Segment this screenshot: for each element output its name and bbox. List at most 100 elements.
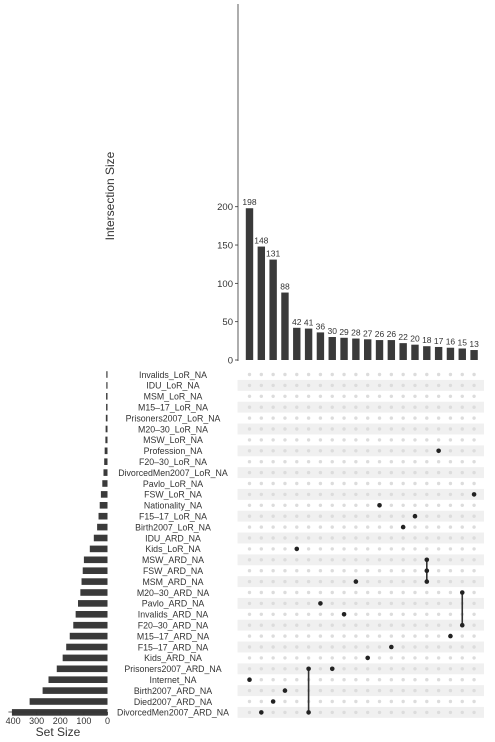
matrix-empty-dot xyxy=(330,710,334,715)
matrix-empty-dot xyxy=(283,481,287,486)
matrix-empty-dot xyxy=(259,394,264,398)
matrix-empty-dot xyxy=(413,438,417,442)
matrix-empty-dot xyxy=(448,427,453,431)
matrix-empty-dot xyxy=(401,547,405,551)
matrix-empty-dot xyxy=(306,438,311,442)
matrix-empty-dot xyxy=(283,601,287,606)
matrix-empty-dot xyxy=(342,579,346,584)
matrix-empty-dot xyxy=(247,394,252,398)
matrix-empty-dot xyxy=(472,656,476,660)
matrix-filled-dot xyxy=(306,710,311,715)
matrix-empty-dot xyxy=(460,710,464,715)
matrix-empty-dot xyxy=(295,569,299,573)
matrix-empty-dot xyxy=(460,547,464,551)
matrix-empty-dot xyxy=(295,416,299,420)
matrix-empty-dot xyxy=(283,470,287,475)
matrix-empty-dot xyxy=(413,427,417,431)
matrix-empty-dot xyxy=(354,470,358,475)
set-size-bar xyxy=(105,436,108,444)
matrix-empty-dot xyxy=(460,645,464,649)
intersection-y-tick-label: 0 xyxy=(228,356,233,367)
matrix-empty-dot xyxy=(259,405,264,409)
matrix-empty-dot xyxy=(354,481,358,486)
matrix-empty-dot xyxy=(413,536,417,540)
matrix-empty-dot xyxy=(318,612,323,616)
matrix-empty-dot xyxy=(306,372,311,377)
matrix-empty-dot xyxy=(318,645,323,649)
matrix-empty-dot xyxy=(342,470,346,475)
matrix-empty-dot xyxy=(401,579,405,584)
set-size-bar xyxy=(102,480,108,487)
matrix-empty-dot xyxy=(460,372,464,377)
matrix-empty-dot xyxy=(472,547,476,551)
matrix-empty-dot xyxy=(425,667,429,671)
matrix-empty-dot xyxy=(436,416,441,420)
matrix-empty-dot xyxy=(377,590,382,595)
matrix-empty-dot xyxy=(366,427,370,431)
matrix-empty-dot xyxy=(472,710,476,715)
matrix-empty-dot xyxy=(318,405,323,409)
matrix-empty-dot xyxy=(389,514,394,518)
matrix-empty-dot xyxy=(342,405,346,409)
matrix-empty-dot xyxy=(318,547,323,551)
matrix-empty-dot xyxy=(295,656,299,660)
matrix-empty-dot xyxy=(259,470,264,475)
matrix-empty-dot xyxy=(448,481,453,486)
matrix-empty-dot xyxy=(306,558,311,562)
matrix-empty-dot xyxy=(472,601,476,606)
matrix-empty-dot xyxy=(318,623,323,627)
matrix-empty-dot xyxy=(318,394,323,398)
matrix-empty-dot xyxy=(318,590,323,595)
matrix-empty-dot xyxy=(283,710,287,715)
matrix-row-stripe xyxy=(237,597,484,609)
matrix-empty-dot xyxy=(342,383,346,388)
matrix-empty-dot xyxy=(436,438,441,442)
matrix-empty-dot xyxy=(330,514,334,518)
set-size-bar xyxy=(105,414,108,422)
matrix-empty-dot xyxy=(448,612,453,616)
matrix-empty-dot xyxy=(306,514,311,518)
matrix-empty-dot xyxy=(283,612,287,616)
matrix-empty-dot xyxy=(318,678,323,682)
matrix-empty-dot xyxy=(472,470,476,475)
set-size-bar xyxy=(56,665,108,673)
matrix-empty-dot xyxy=(295,460,299,464)
matrix-empty-dot xyxy=(401,601,405,606)
matrix-empty-dot xyxy=(472,514,476,518)
matrix-empty-dot xyxy=(436,699,441,704)
set-label: Kids_ARD_NA xyxy=(144,653,202,663)
matrix-empty-dot xyxy=(318,699,323,704)
matrix-filled-dot xyxy=(424,579,430,584)
intersection-bar-label: 36 xyxy=(316,321,326,331)
set-labels-panel: Invalids_LoR_NAIDU_LoR_NAMSM_LoR_NAM15–1… xyxy=(117,370,229,718)
matrix-empty-dot xyxy=(354,688,358,693)
matrix-row-stripe xyxy=(237,706,484,718)
matrix-empty-dot xyxy=(413,460,417,464)
matrix-empty-dot xyxy=(342,449,346,453)
matrix-filled-dot xyxy=(282,688,288,693)
matrix-empty-dot xyxy=(247,558,252,562)
set-label: MSM_LoR_NA xyxy=(144,392,203,402)
intersection-bar xyxy=(364,339,372,360)
matrix-empty-dot xyxy=(295,601,299,606)
matrix-empty-dot xyxy=(472,372,476,377)
matrix-empty-dot xyxy=(425,547,429,551)
matrix-empty-dot xyxy=(389,590,394,595)
set-size-bar xyxy=(73,621,108,629)
matrix-empty-dot xyxy=(271,590,275,595)
matrix-empty-dot xyxy=(377,645,382,649)
matrix-empty-dot xyxy=(413,547,417,551)
matrix-empty-dot xyxy=(377,558,382,562)
matrix-empty-dot xyxy=(271,525,275,529)
matrix-empty-dot xyxy=(448,623,453,627)
matrix-empty-dot xyxy=(389,699,394,704)
matrix-empty-dot xyxy=(425,470,429,475)
matrix-empty-dot xyxy=(354,438,358,442)
matrix-filled-dot xyxy=(259,710,264,715)
matrix-empty-dot xyxy=(460,634,464,638)
matrix-empty-dot xyxy=(330,449,334,453)
matrix-empty-dot xyxy=(306,383,311,388)
matrix-row-stripe xyxy=(237,510,484,522)
matrix-empty-dot xyxy=(295,470,299,475)
matrix-empty-dot xyxy=(448,601,453,606)
